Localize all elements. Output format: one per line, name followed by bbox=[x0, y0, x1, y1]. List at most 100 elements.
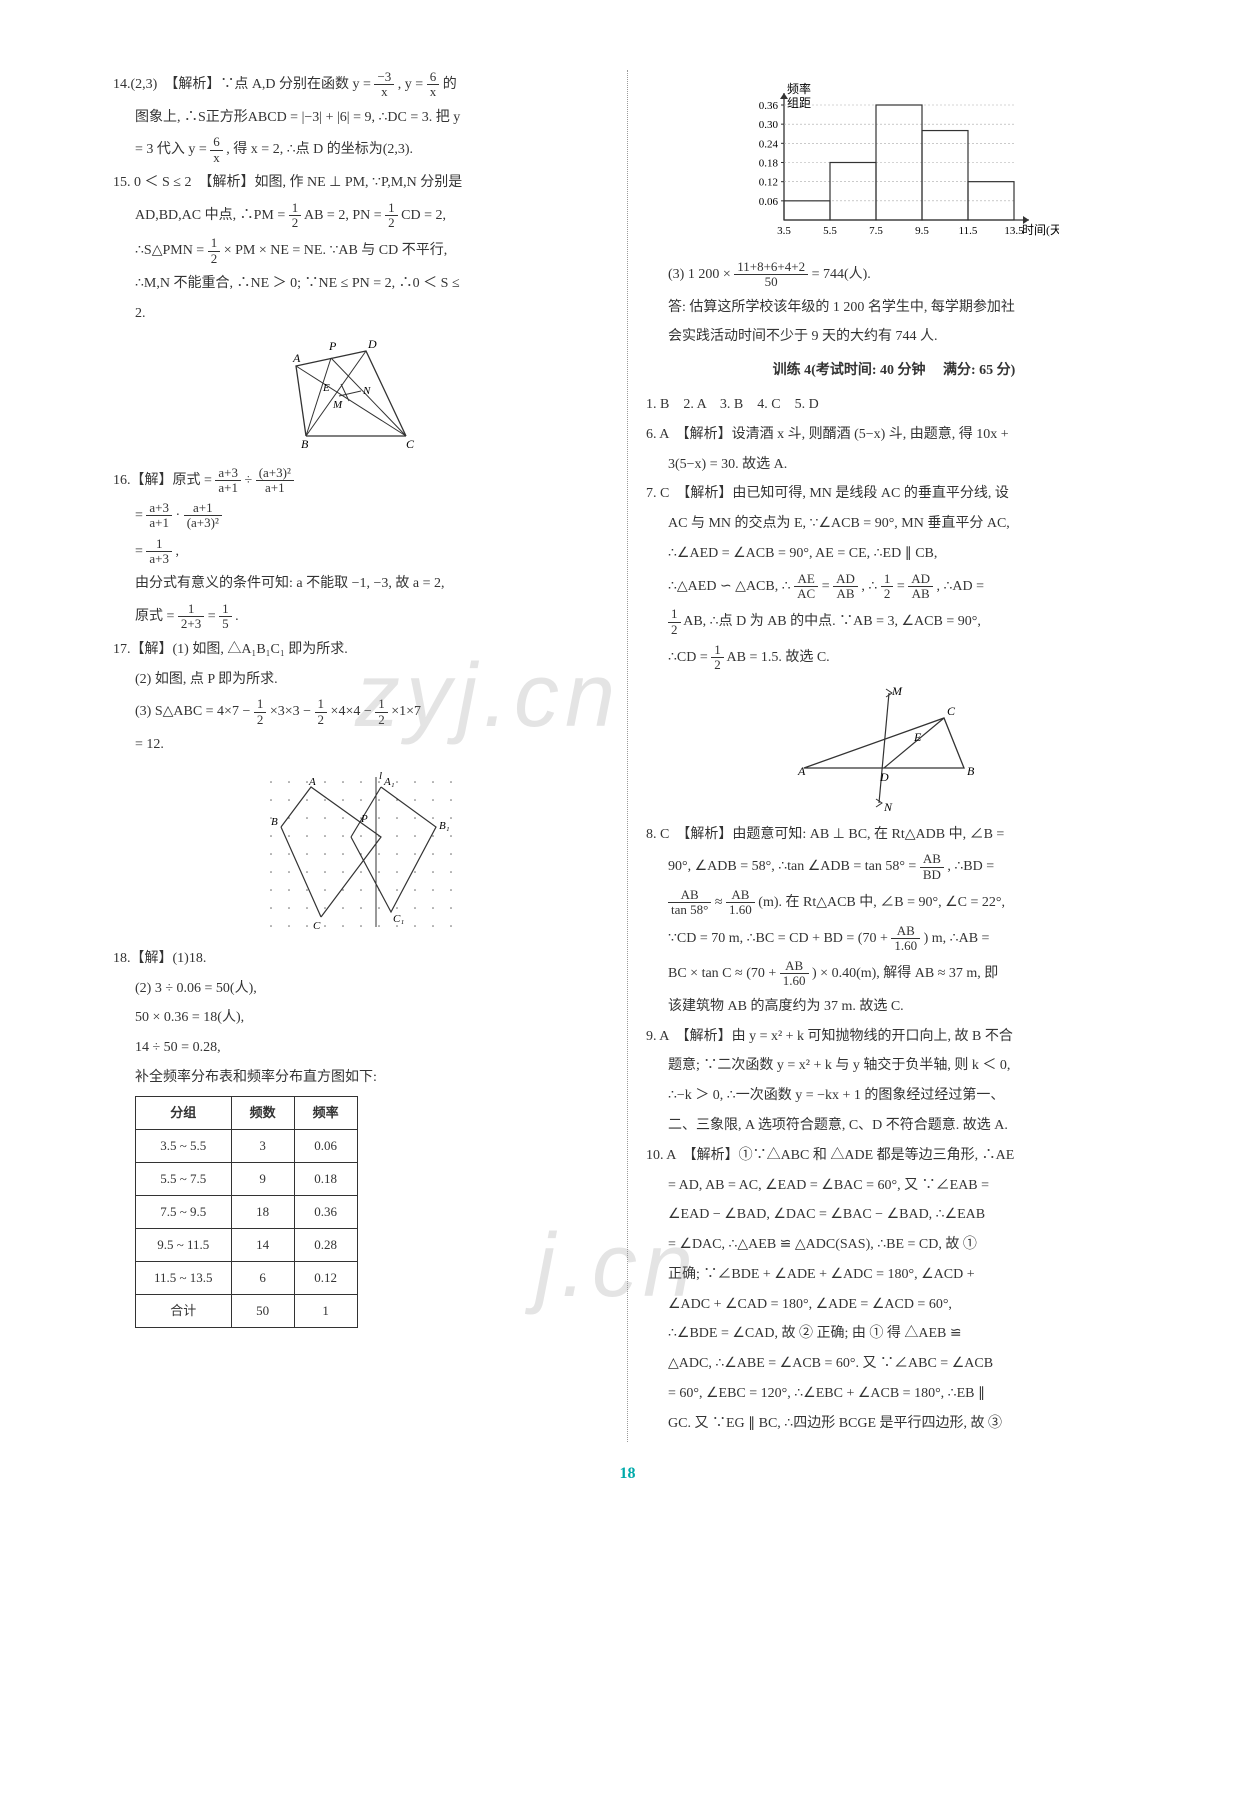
svg-text:P: P bbox=[328, 339, 337, 353]
q7-l6a: ∴CD = bbox=[668, 650, 711, 665]
q14-l3: = 3 代入 y = 6x , 得 x = 2, ∴点 D 的坐标为(2,3). bbox=[113, 135, 609, 165]
q16-l2: = a+3a+1 · a+1(a+3)² bbox=[113, 501, 609, 531]
q14: 14.(2,3) 【解析】∵点 A,D 分别在函数 y = −3x , y = … bbox=[113, 70, 609, 100]
svg-text:9.5: 9.5 bbox=[915, 225, 929, 237]
svg-text:M: M bbox=[332, 399, 343, 411]
q8-l4b: ) m, ∴AB = bbox=[924, 931, 990, 946]
svg-text:B: B bbox=[271, 816, 278, 828]
q15-l1: 15. 0 ＜ S ≤ 2 【解析】如图, 作 NE ⊥ PM, ∵P,M,N … bbox=[113, 171, 609, 195]
svg-text:5.5: 5.5 bbox=[823, 225, 837, 237]
q18-l4: 14 ÷ 50 = 0.28, bbox=[113, 1036, 609, 1060]
svg-text:l: l bbox=[379, 770, 382, 782]
q17-f1: 12 bbox=[254, 697, 267, 727]
q16-f7: 15 bbox=[219, 602, 232, 632]
q16-l5a: 原式 = bbox=[135, 609, 178, 624]
svg-text:0.30: 0.30 bbox=[759, 119, 779, 131]
q14-l3b: , 得 x = 2, ∴点 D 的坐标为(2,3). bbox=[226, 142, 413, 157]
q9-l2: 题意; ∵二次函数 y = x² + k 与 y 轴交于负半轴, 则 k ＜ 0… bbox=[646, 1054, 1142, 1078]
q7-l5: 12 AB, ∴点 D 为 AB 的中点. ∵AB = 3, ∠ACB = 90… bbox=[646, 607, 1142, 637]
q7-f5: 12 bbox=[668, 607, 681, 637]
q17-l1: 17.【解】(1) 如图, △A₁B₁C₁ 即为所求. bbox=[113, 638, 609, 662]
q15-f2: 12 bbox=[385, 201, 398, 231]
q16-l5b: = bbox=[208, 609, 219, 624]
q10-l5: 正确; ∵∠BDE + ∠ADE + ∠ADC = 180°, ∠ACD + bbox=[646, 1263, 1142, 1287]
q10-l7: ∴∠BDE = ∠CAD, 故 ② 正确; 由 ① 得 △AEB ≌ bbox=[646, 1322, 1142, 1346]
q7-l3: ∴∠AED = ∠ACB = 90°, AE = CE, ∴ED ∥ CB, bbox=[646, 542, 1142, 566]
q15-l3: ∴S△PMN = 12 × PM × NE = NE. ∵AB 与 CD 不平行… bbox=[113, 236, 609, 266]
q8-l3: ABtan 58° ≈ AB1.60 (m). 在 Rt△ACB 中, ∠B =… bbox=[646, 888, 1142, 918]
q8-l4: ∵CD = 70 m, ∴BC = CD + BD = (70 + AB1.60… bbox=[646, 924, 1142, 954]
q14-frac1: −3x bbox=[374, 70, 394, 100]
svg-text:11.5: 11.5 bbox=[959, 225, 978, 237]
q16-f1: a+3a+1 bbox=[215, 466, 241, 496]
q16-l2a: = bbox=[135, 508, 146, 523]
q17-l2: (2) 如图, 点 P 即为所求. bbox=[113, 668, 609, 692]
q18-l5: 补全频率分布表和频率分布直方图如下: bbox=[113, 1066, 609, 1090]
q8-f5: AB1.60 bbox=[780, 959, 809, 989]
q16-l5: 原式 = 12+3 = 15 . bbox=[113, 602, 609, 632]
q7-f1: AEAC bbox=[794, 572, 818, 602]
q17-l3b: ×3×3 − bbox=[270, 704, 315, 719]
svg-text:7.5: 7.5 bbox=[869, 225, 883, 237]
q8-l1: 8. C 【解析】由题意可知: AB ⊥ BC, 在 Rt△ADB 中, ∠B … bbox=[646, 823, 1142, 847]
q8-l2: 90°, ∠ADB = 58°, ∴tan ∠ADB = tan 58° = A… bbox=[646, 852, 1142, 882]
q10-l10: GC. 又 ∵EG ∥ BC, ∴四边形 BCGE 是平行四边形, 故 ③ bbox=[646, 1412, 1142, 1436]
q8-f1: ABBD bbox=[920, 852, 944, 882]
q16-l4: 由分式有意义的条件可知: a 不能取 −1, −3, 故 a = 2, bbox=[113, 572, 609, 596]
svg-text:C: C bbox=[313, 920, 321, 932]
q10-l9: = 60°, ∠EBC = 120°, ∴∠EBC + ∠ACB = 180°,… bbox=[646, 1382, 1142, 1406]
q7-f6: 12 bbox=[711, 643, 724, 673]
q10-l3: ∠EAD − ∠BAD, ∠DAC = ∠BAC − ∠BAD, ∴∠EAB bbox=[646, 1203, 1142, 1227]
q15-l2: AD,BD,AC 中点, ∴PM = 12 AB = 2, PN = 12 CD… bbox=[113, 201, 609, 231]
svg-text:E: E bbox=[322, 382, 330, 394]
q8-l2b: , ∴BD = bbox=[947, 859, 994, 874]
q16-l2b: · bbox=[176, 508, 184, 523]
q18c-l1a: (3) 1 200 × bbox=[668, 267, 734, 282]
q15-l2b: AB = 2, PN = bbox=[304, 208, 385, 223]
q10-l1: 10. A 【解析】①∵△ABC 和 △ADE 都是等边三角形, ∴AE bbox=[646, 1144, 1142, 1168]
q7-l2: AC 与 MN 的交点为 E, ∵∠ACB = 90°, MN 垂直平分 AC, bbox=[646, 512, 1142, 536]
svg-text:0.36: 0.36 bbox=[759, 100, 779, 112]
q8-l3b: ≈ bbox=[715, 895, 726, 910]
q17-l4: = 12. bbox=[113, 733, 609, 757]
q14-mid2: 的 bbox=[443, 77, 457, 92]
q16-f2: (a+3)²a+1 bbox=[256, 466, 294, 496]
q17-l3c: ×4×4 − bbox=[331, 704, 376, 719]
svg-text:D: D bbox=[367, 337, 377, 351]
q8-l6: 该建筑物 AB 的高度约为 37 m. 故选 C. bbox=[646, 995, 1142, 1019]
q18-l1: 18.【解】(1)18. bbox=[113, 947, 609, 971]
q7-l4: ∴△AED ∽ △ACB, ∴ AEAC = ADAB , ∴ 12 = ADA… bbox=[646, 572, 1142, 602]
q14-frac3: 6x bbox=[210, 135, 223, 165]
q8-f2: ABtan 58° bbox=[668, 888, 711, 918]
q14-mid1: , y = bbox=[398, 77, 427, 92]
q8-l5: BC × tan C ≈ (70 + AB1.60 ) × 0.40(m), 解… bbox=[646, 959, 1142, 989]
svg-text:A₁: A₁ bbox=[383, 776, 395, 788]
q10-l4: = ∠DAC, ∴△AEB ≌ △ADC(SAS), ∴BE = CD, 故 ① bbox=[646, 1233, 1142, 1257]
svg-text:B: B bbox=[301, 437, 309, 451]
q7-figure: A B C D E M N bbox=[646, 683, 1142, 813]
q7-f3: 12 bbox=[881, 572, 894, 602]
q6-l1: 6. A 【解析】设清酒 x 斗, 则醑酒 (5−x) 斗, 由题意, 得 10… bbox=[646, 423, 1142, 447]
svg-text:A: A bbox=[292, 351, 301, 365]
q15-l5: 2. bbox=[113, 302, 609, 326]
q7-l6: ∴CD = 12 AB = 1.5. 故选 C. bbox=[646, 643, 1142, 673]
right-column: 频率组距0.060.120.180.240.300.363.55.57.59.5… bbox=[628, 70, 1160, 1442]
svg-text:0.24: 0.24 bbox=[759, 138, 779, 150]
q7-f4: ADAB bbox=[908, 572, 933, 602]
q6-l2: 3(5−x) = 30. 故选 A. bbox=[646, 453, 1142, 477]
freq-table: 分组频数频率3.5 ~ 5.530.065.5 ~ 7.590.187.5 ~ … bbox=[135, 1096, 358, 1329]
q17-figure: l A B C A₁ B₁ C₁ P bbox=[113, 767, 609, 937]
q9-l1: 9. A 【解析】由 y = x² + k 可知抛物线的开口向上, 故 B 不合 bbox=[646, 1025, 1142, 1049]
q17-f3: 12 bbox=[375, 697, 388, 727]
q17-l3: (3) S△ABC = 4×7 − 12 ×3×3 − 12 ×4×4 − 12… bbox=[113, 697, 609, 727]
q15-f1: 12 bbox=[289, 201, 302, 231]
q18c-f1: 11+8+6+4+250 bbox=[734, 260, 808, 290]
q8-l4a: ∵CD = 70 m, ∴BC = CD + BD = (70 + bbox=[668, 931, 891, 946]
svg-text:频率: 频率 bbox=[787, 81, 811, 96]
svg-text:3.5: 3.5 bbox=[777, 225, 791, 237]
svg-text:M: M bbox=[891, 684, 903, 698]
svg-text:时间(天): 时间(天) bbox=[1022, 223, 1059, 237]
q7-l4c: , ∴ bbox=[861, 579, 877, 594]
q14-frac2: 6x bbox=[427, 70, 440, 100]
svg-text:0.18: 0.18 bbox=[759, 158, 779, 170]
